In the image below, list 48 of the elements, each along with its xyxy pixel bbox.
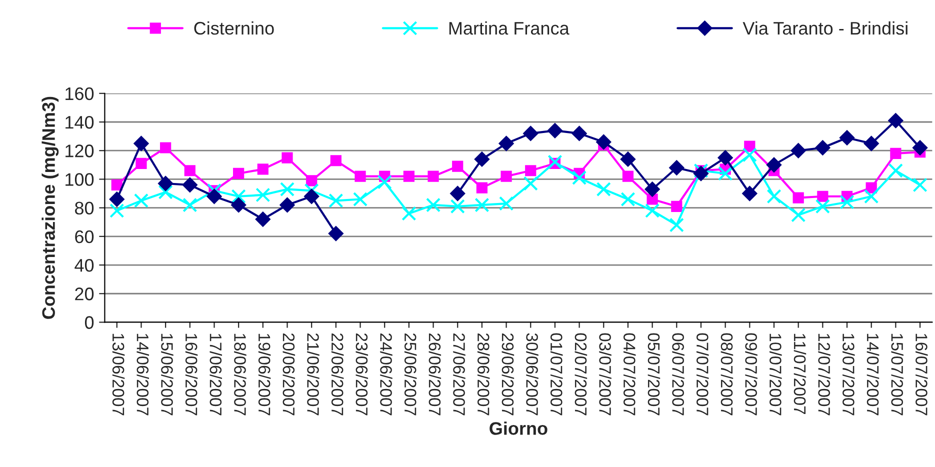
x-tick-label: 13/07/2007 [842,334,855,416]
x-tick-label: 15/07/2007 [891,334,904,416]
x-tick-label: 16/07/2007 [916,334,928,416]
x-tick-label: 17/06/2007 [210,334,222,416]
x-tick-label: 24/06/2007 [380,333,392,416]
y-tick-label: 100 [66,173,94,186]
x-tick-label: 19/06/2007 [258,334,271,416]
y-tick-label: 120 [66,144,94,158]
x-tick-label: 29/06/2007 [502,333,514,416]
x-tick-label: 18/06/2007 [234,334,246,416]
x-tick-label: 27/06/2007 [453,333,466,416]
x-tick-label: 07/07/2007 [696,333,709,416]
x-tick-label: 04/07/2007 [624,333,636,416]
y-tick-label: 160 [66,87,94,100]
y-axis-title: Concentrazione (mg/Nm3) [42,96,59,319]
x-tick-label: 14/06/2007 [136,334,149,416]
x-tick-label: 28/06/2007 [477,333,490,416]
y-tick-label: 60 [75,230,94,244]
y-tick-label: 140 [66,116,94,129]
x-tick-label: 21/06/2007 [307,333,320,416]
y-tick-label: 80 [75,202,94,215]
y-tick-label: 0 [84,316,94,329]
legend-label: Cisternino [194,21,274,35]
x-tick-label: 01/07/2007 [550,333,563,416]
x-tick-label: 03/07/2007 [599,333,612,416]
x-tick-label: 11/07/2007 [794,334,806,414]
x-tick-label: 26/06/2007 [428,333,442,416]
x-tick-label: 05/07/2007 [648,333,660,416]
y-tick-label: 20 [75,288,94,300]
x-tick-label: 20/06/2007 [282,333,296,416]
x-tick-label: 08/07/2007 [720,333,734,416]
x-axis-title: Giorno [490,422,548,435]
y-tick-label: 40 [74,258,94,272]
x-tick-label: 30/06/2007 [526,333,538,416]
x-tick-label: 10/07/2007 [770,334,782,416]
x-tick-label: 06/07/2007 [672,333,684,416]
legend-label: Via Taranto - Brindisi [742,21,908,35]
x-tick-label: 16/06/2007 [185,334,198,416]
x-tick-label: 23/06/2007 [356,333,368,416]
legend-label: Martina Franca [449,21,570,35]
x-tick-label: 13/06/2007 [112,334,125,416]
x-tick-label: 15/06/2007 [161,334,174,416]
x-tick-label: 22/06/2007 [331,333,344,416]
x-tick-label: 09/07/2007 [745,333,758,416]
x-tick-label: 25/06/2007 [404,333,417,416]
x-tick-label: 14/07/2007 [866,334,880,416]
x-tick-label: 12/07/2007 [818,334,830,416]
x-tick-label: 02/07/2007 [574,333,588,416]
